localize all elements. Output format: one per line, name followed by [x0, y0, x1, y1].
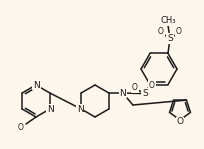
Text: O: O: [18, 122, 24, 132]
Text: S: S: [142, 89, 148, 98]
Text: O: O: [176, 118, 184, 127]
Text: N: N: [120, 89, 126, 97]
Text: N: N: [33, 80, 40, 90]
Text: O: O: [158, 27, 164, 36]
Text: O: O: [149, 81, 155, 90]
Text: S: S: [167, 34, 173, 43]
Text: CH₃: CH₃: [160, 16, 176, 25]
Text: O: O: [176, 27, 182, 36]
Text: N: N: [77, 104, 83, 114]
Text: O: O: [132, 83, 138, 92]
Text: N: N: [47, 104, 54, 114]
